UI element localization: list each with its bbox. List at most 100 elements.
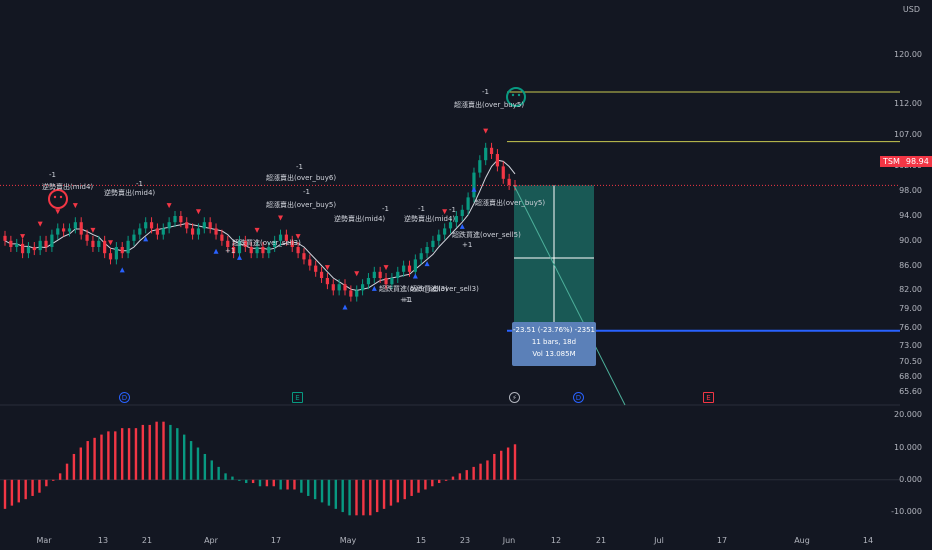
candle-body xyxy=(513,185,517,187)
oscillator-bar xyxy=(300,479,303,493)
smiley-eye xyxy=(511,93,515,97)
oscillator-bar xyxy=(72,453,76,480)
candle-body xyxy=(126,240,130,254)
time-tick-label: Aug xyxy=(794,536,810,545)
oscillator-bar xyxy=(114,431,117,480)
candle-body xyxy=(437,234,441,241)
signal-annotation: 逆勢賣出(mid4) xyxy=(104,189,156,197)
signal-annotation: +1 xyxy=(400,296,411,304)
candle-body xyxy=(466,197,470,210)
oscillator-bar xyxy=(196,447,200,480)
oscillator-bar xyxy=(24,479,27,500)
candle-body xyxy=(431,240,435,247)
candle-body xyxy=(478,160,482,173)
oscillator-bar xyxy=(38,479,41,493)
oscillator-bar xyxy=(424,479,427,490)
oscillator-bar xyxy=(500,450,503,480)
candle-body xyxy=(273,240,277,247)
oscillator-bar xyxy=(369,479,372,516)
candle-body xyxy=(425,247,429,254)
candle-body xyxy=(314,265,318,272)
candle-body xyxy=(355,290,359,297)
time-tick-label: 15 xyxy=(415,536,427,545)
oscillator-bar xyxy=(465,470,468,480)
candle-body xyxy=(296,247,300,254)
oscillator-bar xyxy=(45,479,48,487)
candle-body xyxy=(255,247,259,254)
signal-annotation: 超漲賣出(over_buy5) xyxy=(266,201,337,209)
buy-signal-arrow xyxy=(412,273,418,279)
event-marker-icon[interactable]: E xyxy=(292,392,303,403)
smiley-eye xyxy=(517,93,521,97)
buy-signal-arrow xyxy=(459,223,465,229)
event-marker-icon[interactable]: D xyxy=(573,392,584,403)
time-tick-label: Apr xyxy=(204,536,218,545)
signal-annotation: +1 xyxy=(225,247,236,255)
oscillator-bar xyxy=(286,479,289,490)
oscillator-bar xyxy=(362,479,365,516)
oscillator-bar xyxy=(251,479,255,484)
price-tick-label: 73.00 xyxy=(899,341,922,351)
sell-signal-arrow xyxy=(354,271,360,277)
oscillator-bar xyxy=(3,479,7,509)
oscillator-bar xyxy=(293,479,296,490)
oscillator-bar xyxy=(396,479,400,503)
signal-annotation: 超漲賣出(over_buy5) xyxy=(454,101,525,109)
candle-body xyxy=(507,178,511,185)
time-tick-label: Mar xyxy=(36,536,52,545)
price-tick-label: 70.50 xyxy=(899,356,922,366)
candle-body xyxy=(167,222,171,229)
signal-annotation: 逆勢賣出(mid4) xyxy=(404,215,456,223)
oscillator-bar xyxy=(238,479,241,481)
candle-body xyxy=(149,222,154,229)
signal-annotation: -1 xyxy=(136,180,143,188)
time-tick-label: May xyxy=(339,536,357,545)
oscillator-bar xyxy=(182,434,186,480)
oscillator-bar xyxy=(279,479,282,490)
oscillator-bar xyxy=(472,466,475,480)
candle-body xyxy=(179,216,183,223)
sell-signal-arrow xyxy=(37,221,43,227)
measure-bars: 11 bars, 18d xyxy=(531,338,577,346)
candle-body xyxy=(144,222,148,229)
event-marker-icon[interactable]: E xyxy=(703,392,714,403)
time-tick-label: 21 xyxy=(595,536,607,545)
candle-body xyxy=(50,234,54,247)
signal-annotation: -1 xyxy=(418,205,425,213)
osc-tick-label: -10.000 xyxy=(891,507,922,517)
event-marker-icon[interactable]: ⚡ xyxy=(509,392,520,403)
candle-body xyxy=(20,243,25,254)
candle-body xyxy=(337,284,341,291)
oscillator-bar xyxy=(162,421,165,480)
candle-body xyxy=(319,271,324,278)
time-tick-label: 17 xyxy=(270,536,282,545)
measure-tooltip[interactable]: -23.51 (-23.76%) -2351 11 bars, 18d Vol … xyxy=(512,322,596,366)
osc-tick-label: 20.000 xyxy=(894,410,922,420)
candle-body xyxy=(343,284,347,291)
smiley-face-icon xyxy=(506,87,526,107)
oscillator-bar xyxy=(17,479,20,503)
oscillator-bar xyxy=(203,453,207,480)
oscillator-bar xyxy=(341,479,344,513)
oscillator-bar xyxy=(382,479,386,509)
oscillator-bar xyxy=(258,479,262,487)
ticker-price: 98.94 xyxy=(905,157,929,166)
oscillator-bar xyxy=(410,479,413,496)
candle-body xyxy=(261,247,265,254)
candle-body xyxy=(132,234,136,241)
candle-body xyxy=(56,228,60,235)
sell-signal-arrow xyxy=(278,215,284,221)
candle-body xyxy=(26,247,31,254)
time-tick-label: 13 xyxy=(97,536,109,545)
signal-annotation: 超跌買進(over_sell3) xyxy=(410,285,479,293)
buy-signal-arrow xyxy=(471,186,477,192)
candle-body xyxy=(196,228,201,235)
signal-annotation: -1 xyxy=(296,163,303,171)
oscillator-bar xyxy=(86,441,89,480)
event-marker-icon[interactable]: D xyxy=(119,392,130,403)
signal-annotation: 超漲賣出(over_buy6) xyxy=(266,174,337,182)
candle-body xyxy=(202,222,206,229)
candle-body xyxy=(161,228,165,235)
candle-body xyxy=(384,278,388,285)
oscillator-bar xyxy=(10,479,14,506)
